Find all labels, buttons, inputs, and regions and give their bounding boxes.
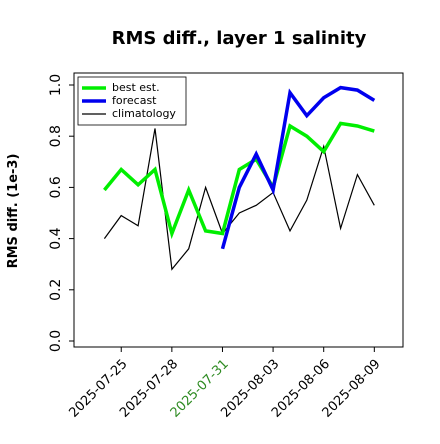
y-axis-ticks: 0.0 0.2 0.4 0.6 0.8 1.0 (48, 74, 74, 352)
series-line-best-est (103, 121, 375, 240)
y-tick-label: 0.8 (48, 125, 64, 147)
y-tick-label: 1.0 (48, 74, 64, 96)
y-axis-label: RMS diff. (1e-3) (6, 154, 21, 269)
legend-label: best est. (112, 81, 160, 94)
y-tick-label: 0.6 (48, 176, 64, 198)
series-line-climatology (103, 128, 375, 271)
legend-label: forecast (112, 94, 157, 107)
chart-title: RMS diff., layer 1 salinity (112, 28, 367, 49)
y-tick-label: 0.4 (48, 227, 64, 249)
series-layer (103, 85, 376, 271)
y-tick-label: 0.2 (48, 279, 64, 301)
series-line-forecast (220, 85, 376, 250)
y-tick-label: 0.0 (48, 330, 64, 352)
legend-label: climatology (112, 107, 176, 120)
x-axis-ticks: 2025-07-252025-07-282025-07-312025-08-03… (67, 347, 384, 421)
plot-area-frame (73, 72, 404, 348)
